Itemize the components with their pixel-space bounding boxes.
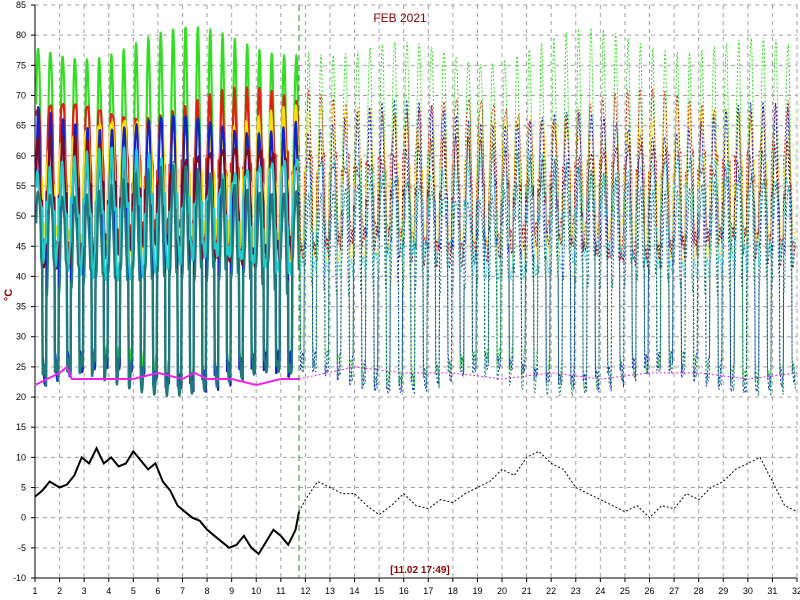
y-axis-unit-label: °C xyxy=(3,289,15,301)
y-tick-label: 65 xyxy=(16,121,26,131)
x-tick-label: 25 xyxy=(620,586,630,596)
series-line-floor-dashed xyxy=(298,366,798,380)
y-tick-label: 50 xyxy=(16,211,26,221)
series-line-cyan-projected xyxy=(298,147,796,282)
y-tick-label: 80 xyxy=(16,30,26,40)
y-tick-label: 25 xyxy=(16,362,26,372)
x-tick-label: 29 xyxy=(718,586,728,596)
y-tick-label: 70 xyxy=(16,90,26,100)
y-tick-label: 15 xyxy=(16,422,26,432)
y-tick-label: 40 xyxy=(16,271,26,281)
x-tick-label: 20 xyxy=(497,586,507,596)
x-tick-label: 18 xyxy=(448,586,458,596)
y-tick-label: 10 xyxy=(16,452,26,462)
x-tick-label: 21 xyxy=(522,586,532,596)
cycle-series-layer xyxy=(35,26,796,398)
x-tick-label: 28 xyxy=(694,586,704,596)
series-line-green-projected xyxy=(298,27,796,391)
y-tick-label: 60 xyxy=(16,151,26,161)
y-tick-label: -10 xyxy=(13,573,26,583)
series-line-yellow-projected xyxy=(298,104,796,262)
x-tick-label: 11 xyxy=(276,586,285,596)
x-tick-label: 19 xyxy=(472,586,482,596)
y-tick-label: 55 xyxy=(16,181,26,191)
series-line-blue-projected xyxy=(298,99,796,395)
x-tick-label: 32 xyxy=(792,586,800,596)
x-tick-label: 6 xyxy=(155,586,160,596)
y-tick-label: 85 xyxy=(16,0,26,10)
series-line-darkred-projected xyxy=(298,135,796,270)
y-tick-label: 0 xyxy=(21,513,26,523)
x-tick-label: 14 xyxy=(350,586,360,596)
y-tick-label: -5 xyxy=(18,543,26,553)
x-axis-ticks: 1 2 3 4 5 6 7 8 9 10 11 12 13 14 15 16 17 18 19 20 21 22 23 24 2… xyxy=(32,578,800,596)
x-tick-label: 22 xyxy=(546,586,556,596)
x-tick-label: 15 xyxy=(374,586,384,596)
x-tick-label: 2 xyxy=(57,586,62,596)
x-tick-label: 17 xyxy=(423,586,433,596)
x-tick-label: 30 xyxy=(743,586,753,596)
x-tick-label: 4 xyxy=(106,586,111,596)
x-tick-label: 16 xyxy=(399,586,409,596)
x-tick-label: 7 xyxy=(180,586,185,596)
x-tick-label: 26 xyxy=(645,586,655,596)
x-tick-label: 12 xyxy=(300,586,310,596)
y-tick-label: 5 xyxy=(21,483,26,493)
cursor-timestamp: [11.02 17:49] xyxy=(390,565,450,576)
x-tick-label: 10 xyxy=(251,586,261,596)
x-tick-label: 31 xyxy=(767,586,777,596)
chart-title: FEB 2021 xyxy=(373,11,427,25)
x-tick-label: 24 xyxy=(595,586,605,596)
y-tick-label: 45 xyxy=(16,241,26,251)
x-tick-label: 3 xyxy=(82,586,87,596)
series-layer xyxy=(34,365,798,556)
x-tick-label: 9 xyxy=(229,586,234,596)
series-line-outdoor-dashed xyxy=(298,450,798,519)
x-tick-label: 5 xyxy=(131,586,136,596)
y-tick-label: 30 xyxy=(16,332,26,342)
grid xyxy=(34,4,798,579)
x-tick-label: 13 xyxy=(325,586,335,596)
series-line-floor xyxy=(34,365,299,387)
y-tick-label: 75 xyxy=(16,60,26,70)
y-tick-label: 20 xyxy=(16,392,26,402)
x-tick-label: 1 xyxy=(32,586,37,596)
x-tick-label: 8 xyxy=(205,586,210,596)
y-tick-label: 35 xyxy=(16,302,26,312)
x-tick-label: 23 xyxy=(571,586,581,596)
series-line-teal xyxy=(35,164,300,398)
series-line-outdoor xyxy=(34,446,300,556)
x-tick-label: 27 xyxy=(669,586,679,596)
